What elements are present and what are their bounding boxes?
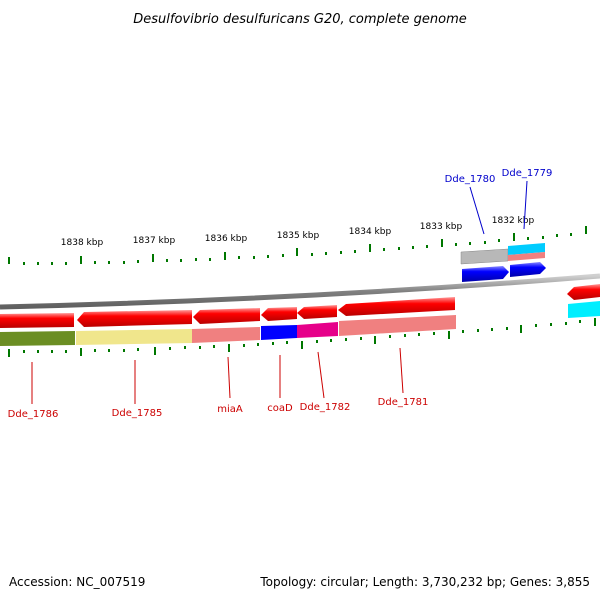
feature-bars (0, 315, 456, 346)
gene-arrow-dde-1781[interactable] (338, 297, 455, 316)
feature-bar-miaA[interactable] (192, 327, 260, 343)
top-strand-genes (460, 243, 546, 282)
feature-bar-coaD[interactable] (261, 325, 297, 340)
gene-label-dde-1786[interactable]: Dde_1786 (8, 409, 59, 420)
gene-label-dde-1780[interactable]: Dde_1780 (445, 174, 496, 185)
bottom-ticks (8, 318, 596, 357)
scale-label: 1837 kbp (133, 236, 176, 246)
gene-arrow-dde-1782[interactable] (297, 305, 337, 319)
gene-bar-dde-1779-lower (508, 252, 545, 261)
top-gene-labels: Dde_1780 Dde_1779 (445, 168, 553, 235)
topology-text: Topology: circular; Length: 3,730,232 bp… (259, 575, 590, 589)
right-edge-genes (567, 284, 600, 318)
bottom-gene-labels: Dde_1786 Dde_1785 miaA coaD Dde_1782 Dde… (8, 397, 429, 420)
feature-bar-dde-1785[interactable] (76, 329, 192, 345)
leader-line-dde-1780 (469, 186, 485, 235)
gene-label-dde-1779[interactable]: Dde_1779 (502, 168, 553, 179)
gene-arrow-dde-1779[interactable] (510, 262, 546, 277)
scale-label: 1835 kbp (277, 231, 320, 241)
gene-arrow-dde-1786[interactable] (0, 313, 74, 328)
gene-bar-dde-1780[interactable] (460, 248, 509, 265)
top-ticks (8, 226, 587, 265)
scale-label: 1836 kbp (205, 234, 248, 244)
gene-bar-right-edge[interactable] (568, 301, 600, 318)
gene-arrow-right-edge[interactable] (567, 284, 600, 300)
gene-bar-dde-1779[interactable] (508, 243, 545, 255)
gene-label-dde-1782[interactable]: Dde_1782 (300, 402, 351, 413)
scale-label: 1838 kbp (61, 238, 104, 248)
gene-label-dde-1781[interactable]: Dde_1781 (378, 397, 429, 408)
gene-label-coaD[interactable]: coaD (267, 403, 293, 414)
genome-backbone (0, 273, 600, 310)
gene-arrow-dde-1785[interactable] (77, 310, 192, 327)
gene-arrow-dde-1780[interactable] (462, 266, 509, 282)
gene-arrow-miaA[interactable] (193, 308, 260, 324)
accession-text: Accession: NC_007519 (9, 575, 145, 589)
feature-bar-dde-1781[interactable] (339, 315, 456, 336)
scale-label: 1834 kbp (349, 227, 392, 237)
feature-bar-dde-1786[interactable] (0, 331, 75, 346)
scale-labels: 1838 kbp 1837 kbp 1836 kbp 1835 kbp 1834… (61, 216, 535, 248)
reverse-strand-arrows (0, 297, 455, 328)
gene-label-dde-1785[interactable]: Dde_1785 (112, 408, 163, 419)
gene-arrow-coaD[interactable] (261, 307, 297, 321)
gene-label-miaA[interactable]: miaA (217, 404, 243, 415)
scale-label: 1833 kbp (420, 222, 463, 232)
feature-bar-dde-1782[interactable] (297, 322, 338, 338)
scale-label: 1832 kbp (492, 216, 535, 226)
map-title: Desulfovibrio desulfuricans G20, complet… (133, 12, 467, 27)
leader-line-dde-1779 (523, 180, 528, 230)
bottom-leader-lines (31, 347, 404, 404)
